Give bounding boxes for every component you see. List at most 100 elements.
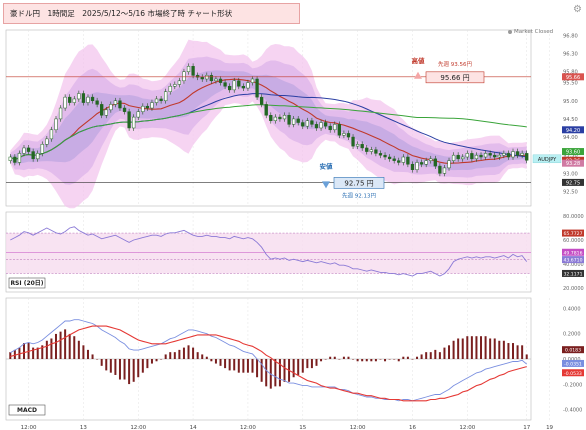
candle — [127, 111, 131, 129]
candle — [72, 98, 76, 103]
low-value-box — [333, 177, 385, 189]
macd-histogram-bar — [342, 356, 345, 359]
candle — [259, 96, 264, 105]
candle — [228, 85, 232, 91]
candle — [314, 124, 319, 129]
macd-histogram-bar — [361, 359, 364, 362]
low-prev-text: 先週 92.13円 — [342, 191, 376, 199]
candle — [319, 122, 323, 129]
macd-histogram-bar — [22, 343, 25, 359]
candle — [410, 164, 415, 170]
candle — [100, 104, 104, 116]
rsi-tick-label-1: 60.0000 — [563, 238, 584, 244]
rsi-level-text-1: 49.7816 — [564, 250, 583, 256]
candle — [200, 76, 204, 80]
macd-histogram-bar — [475, 336, 478, 359]
candle — [218, 78, 223, 83]
macd-histogram-bar — [77, 340, 80, 359]
candle — [269, 115, 273, 121]
candle — [383, 154, 387, 158]
candle — [506, 153, 511, 158]
price-tag-text-2: 93.60 — [566, 150, 580, 156]
macd-histogram-bar — [420, 354, 423, 359]
macd-histogram-bar — [278, 359, 281, 387]
candle — [186, 66, 191, 72]
candle — [191, 66, 195, 76]
low-marker-label: 安値 — [320, 161, 334, 170]
status-dot-icon — [508, 29, 512, 34]
rsi-level-text-2: 43.6710 — [564, 258, 583, 264]
macd-histogram-bar — [306, 359, 309, 369]
macd-level-text-2: -0.0533 — [564, 371, 582, 377]
macd-histogram-bar — [425, 352, 428, 359]
candle — [209, 75, 214, 82]
macd-histogram-bar — [512, 343, 515, 359]
rsi-level-text-3: 32.1171 — [564, 271, 583, 277]
gear-icon[interactable]: ⚙ — [573, 4, 582, 15]
candle — [296, 118, 300, 123]
macd-histogram-bar — [338, 359, 341, 360]
price-tick-label-8: 93.00 — [563, 171, 578, 177]
price-tick-label-2: 95.80 — [563, 70, 578, 76]
market-status-text: Market Closed — [514, 29, 554, 35]
macd-histogram-bar — [201, 354, 204, 359]
macd-histogram-bar — [68, 333, 71, 359]
candle — [264, 104, 268, 116]
down-arrow-icon — [322, 181, 330, 189]
macd-level-tag-0 — [562, 346, 584, 354]
candle — [49, 129, 54, 140]
candle — [26, 147, 31, 152]
macd-histogram-bar — [9, 352, 12, 359]
instrument-tag-text: AUDJPY — [538, 157, 557, 163]
macd-histogram-bar — [192, 347, 195, 359]
candle — [237, 80, 241, 87]
candle — [154, 98, 159, 103]
macd-histogram-bar — [251, 359, 254, 373]
candle — [159, 98, 163, 102]
price-tag-text-4: 93.28 — [566, 161, 580, 167]
macd-histogram-bar — [36, 347, 39, 359]
candle — [77, 93, 81, 100]
macd-histogram-bar — [137, 359, 140, 378]
macd-histogram-bar — [320, 359, 323, 362]
candle — [479, 154, 483, 158]
rsi-label: RSI (20日) — [10, 280, 43, 287]
candle — [205, 75, 209, 80]
candle — [86, 96, 90, 103]
macd-histogram-bar — [283, 359, 286, 382]
price-tag-text-5: 92.75 — [566, 180, 580, 186]
macd-histogram-bar — [73, 336, 76, 359]
price-tick-label-3: 95.50 — [563, 81, 578, 87]
candle — [104, 109, 108, 116]
macd-histogram-bar — [297, 359, 300, 375]
candle — [164, 91, 168, 102]
candle — [520, 153, 524, 156]
macd-histogram-bar — [352, 359, 355, 360]
candle — [58, 107, 63, 120]
macd-histogram-bar — [434, 349, 437, 359]
macd-histogram-bar — [484, 336, 487, 359]
candle — [365, 147, 369, 152]
candle — [447, 160, 451, 169]
candle — [378, 153, 383, 156]
moving-average-long-line — [10, 104, 527, 161]
candle — [145, 105, 150, 109]
rsi-level-tag-3 — [562, 269, 584, 277]
macd-histogram-bar — [100, 359, 103, 366]
candle — [232, 80, 236, 91]
rsi-level-tag-0 — [562, 229, 584, 237]
low-value-text: 92.75 円 — [344, 179, 373, 187]
macd-histogram-bar — [480, 336, 483, 359]
candle — [515, 151, 520, 156]
candle — [392, 158, 396, 161]
macd-level-text-0: 0.0183 — [565, 348, 581, 354]
candle — [442, 167, 447, 174]
macd-histogram-bar — [384, 359, 387, 362]
macd-histogram-bar — [274, 359, 277, 387]
candle — [424, 160, 428, 165]
macd-histogram-bar — [489, 338, 492, 359]
macd-tick-label-1: 0.2000 — [563, 332, 581, 338]
rsi-tick-label-2: 40.0000 — [563, 262, 584, 268]
date-tick-label-4: 12:00 — [240, 425, 256, 430]
macd-histogram-bar — [196, 352, 199, 359]
